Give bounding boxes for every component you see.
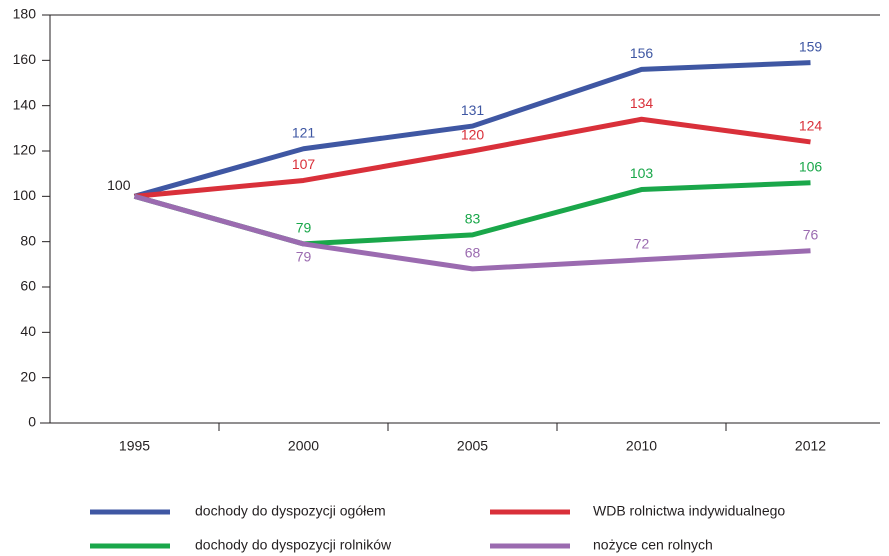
data-label: 106 — [799, 158, 823, 174]
y-tick-label: 40 — [20, 323, 36, 339]
data-label: 159 — [799, 38, 823, 54]
data-label: 72 — [634, 236, 650, 252]
data-label: 124 — [799, 118, 823, 134]
y-tick-label: 0 — [28, 414, 36, 430]
data-label: 131 — [461, 102, 485, 118]
data-label: 68 — [465, 245, 481, 261]
data-label: 120 — [461, 127, 485, 143]
y-tick-label: 20 — [20, 368, 36, 384]
legend-label: WDB rolnictwa indywidualnego — [593, 503, 785, 519]
y-tick-label: 100 — [13, 187, 37, 203]
legend-label: dochody do dyspozycji ogółem — [195, 503, 386, 519]
legend-label: nożyce cen rolnych — [593, 537, 713, 553]
x-tick-label: 2010 — [626, 438, 657, 454]
series-line — [134, 116, 811, 199]
data-label: 76 — [803, 226, 819, 242]
data-label: 79 — [296, 249, 312, 265]
data-label: 100 — [107, 177, 131, 193]
y-tick-label: 140 — [13, 96, 37, 112]
y-tick-label: 80 — [20, 232, 36, 248]
data-label: 121 — [292, 124, 316, 140]
y-tick-label: 60 — [20, 278, 36, 294]
x-tick-label: 2012 — [795, 438, 826, 454]
y-tick-label: 180 — [13, 6, 37, 22]
legend-label: dochody do dyspozycji rolników — [195, 537, 392, 553]
series-line — [133, 60, 811, 199]
data-label: 103 — [630, 165, 654, 181]
x-tick-label: 2000 — [288, 438, 319, 454]
y-tick-label: 160 — [13, 51, 37, 67]
series-line — [133, 193, 811, 272]
data-label: 156 — [630, 45, 654, 61]
x-tick-label: 2005 — [457, 438, 488, 454]
data-label: 79 — [296, 220, 312, 236]
data-label: 134 — [630, 95, 654, 111]
y-tick-label: 120 — [13, 142, 37, 158]
data-label: 107 — [292, 156, 316, 172]
x-tick-label: 1995 — [119, 438, 150, 454]
data-label: 83 — [465, 211, 481, 227]
